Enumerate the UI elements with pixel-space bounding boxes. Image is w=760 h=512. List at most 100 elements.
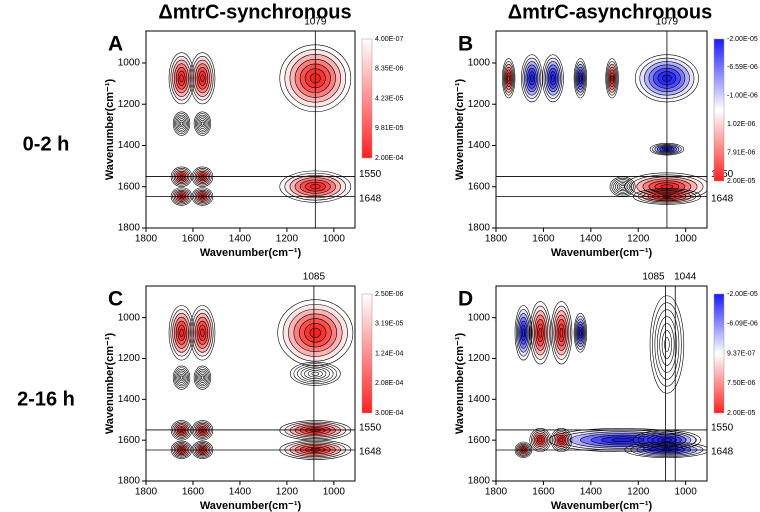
contour-line (189, 52, 216, 105)
contour-line (538, 438, 543, 443)
x-tick-label: 1800 (485, 234, 508, 245)
colorbar-label: 3.19E-05 (375, 321, 404, 328)
y-tick-label: 1200 (118, 353, 141, 364)
colorbar-label: 9.37E-07 (727, 350, 756, 357)
contour-line (573, 58, 588, 99)
contours (502, 54, 707, 205)
marker-label: 1550 (359, 169, 382, 180)
x-axis-label: Wavenumber(cm⁻¹) (551, 247, 653, 259)
contour-line (180, 121, 184, 126)
contour-line (172, 365, 191, 390)
plot-frame (145, 285, 356, 482)
column-header: ΔmtrC-asynchronous (508, 1, 712, 23)
y-tick-label: 1000 (468, 58, 491, 69)
x-tick-label: 1600 (532, 487, 555, 498)
plot-frame (145, 30, 356, 229)
contour-line (197, 116, 208, 131)
marker-label: 1079 (304, 17, 327, 28)
contour-line (610, 75, 614, 82)
colorbar (361, 38, 373, 159)
row-label: 0-2 h (23, 133, 70, 155)
x-axis-label: Wavenumber(cm⁻¹) (551, 500, 653, 512)
contour-line (659, 323, 675, 366)
colorbar (713, 293, 725, 414)
contour-line (179, 328, 184, 337)
x-tick-label: 1800 (485, 487, 508, 498)
x-tick-label: 1200 (627, 487, 650, 498)
contour-line (175, 368, 188, 387)
y-tick-label: 1600 (118, 181, 141, 192)
panel-label: C (108, 288, 123, 311)
colorbar-label: 7.50E-06 (727, 380, 756, 387)
marker-label: 1044 (674, 272, 697, 283)
x-tick-label: 1600 (182, 234, 205, 245)
panel-label: A (108, 33, 123, 56)
y-axis-label: Wavenumber(cm⁻¹) (104, 78, 116, 180)
x-tick-label: 1600 (182, 487, 205, 498)
contour-line (200, 328, 205, 337)
colorbar (361, 293, 373, 414)
contour-line (502, 58, 516, 99)
contour-line (168, 52, 195, 105)
x-tick-label: 1400 (580, 487, 603, 498)
marker-label: 1550 (711, 423, 734, 434)
y-tick-label: 1000 (118, 58, 141, 69)
x-tick-label: 1200 (276, 234, 299, 245)
contour-line (661, 438, 673, 442)
contour-line (177, 372, 186, 383)
contour-line (521, 328, 525, 337)
marker-label: 1085 (303, 272, 326, 283)
y-tick-label: 1600 (468, 181, 491, 192)
contour-line (194, 367, 210, 388)
y-tick-label: 1400 (468, 394, 491, 405)
colorbar-label: 2.00E-04 (375, 155, 404, 162)
marker-label: 1648 (359, 447, 382, 458)
contour-line (550, 428, 573, 453)
contour-line (661, 330, 673, 359)
y-tick-label: 1200 (468, 99, 491, 110)
y-axis-label: Wavenumber(cm⁻¹) (454, 78, 466, 180)
contour-line (579, 75, 582, 82)
colorbar (713, 38, 725, 182)
contour-line (297, 365, 334, 383)
x-axis-label: Wavenumber(cm⁻¹) (200, 500, 302, 512)
contour-line (649, 295, 685, 394)
x-tick-label: 1400 (580, 234, 603, 245)
panel-label: D (458, 288, 473, 311)
contour-line (611, 438, 634, 443)
contour-line (293, 363, 338, 385)
x-tick-label: 1000 (323, 487, 346, 498)
contour-line (559, 328, 564, 338)
contour-line (542, 54, 564, 103)
y-tick-label: 1800 (118, 476, 141, 487)
contour-line (194, 113, 210, 135)
contour-line (615, 180, 631, 193)
contour-line (178, 374, 185, 382)
contour-line (277, 299, 354, 367)
colorbar-label: 9.81E-05 (375, 125, 404, 132)
row-label: 2-16 h (17, 388, 75, 410)
colorbar-label: 1.02E-06 (727, 121, 756, 128)
x-axis-label: Wavenumber(cm⁻¹) (200, 247, 302, 259)
colorbar-label: 8.35E-06 (375, 66, 404, 73)
contour-line (605, 58, 619, 99)
x-tick-label: 1000 (675, 487, 698, 498)
colorbar-label: 7.91E-06 (727, 149, 756, 156)
colorbar-label: 2.08E-04 (375, 380, 404, 387)
marker-label: 1085 (642, 272, 665, 283)
contour-line (307, 370, 323, 378)
marker-label: 1648 (711, 193, 734, 204)
y-tick-label: 1400 (118, 140, 141, 151)
colorbar-label: 3.00E-04 (375, 410, 404, 417)
contour-line (196, 368, 209, 387)
contour-line (664, 337, 670, 352)
marker-label: 1079 (656, 17, 679, 28)
contour-line (550, 301, 573, 365)
contours (168, 44, 352, 206)
contour-line (548, 428, 697, 453)
y-tick-label: 1000 (118, 312, 141, 323)
colorbar-label: -2.00E-05 (727, 291, 758, 298)
contours (514, 295, 707, 458)
y-tick-label: 1800 (468, 476, 491, 487)
colorbar-label: 2.00E-05 (727, 178, 756, 185)
